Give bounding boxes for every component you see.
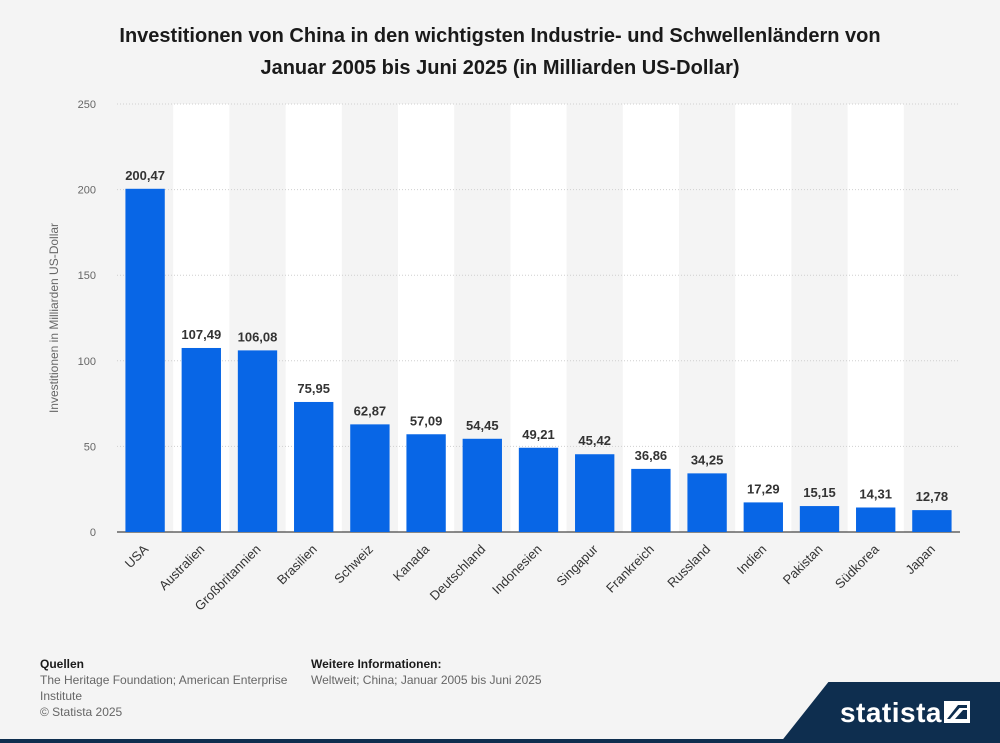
y-tick-label: 150 [78,270,96,282]
bar[interactable] [518,447,559,532]
bar[interactable] [350,424,390,532]
y-axis-label: Investitionen in Milliarden US-Dollar [47,223,61,413]
bar-value-label: 15,15 [803,485,836,500]
x-tick-label: Frankreich [603,542,657,596]
bar[interactable] [294,401,334,532]
bar-value-label: 17,29 [747,481,780,496]
bar[interactable] [462,438,502,532]
more-info-heading: Weitere Informationen: [311,657,442,671]
bar-value-label: 12,78 [916,489,949,504]
more-info-text[interactable]: Weltweit; China; Januar 2005 bis Juni 20… [311,673,542,687]
bar-value-label: 49,21 [522,427,555,442]
y-tick-label: 250 [78,99,96,111]
bar-value-label: 200,47 [125,168,165,183]
bar-value-label: 36,86 [635,448,668,463]
chart-title-line-1: Investitionen von China in den wichtigst… [119,25,881,47]
x-tick-label: USA [122,541,152,571]
sources-line-1[interactable]: The Heritage Foundation; American Enterp… [40,673,288,687]
footer-bar [0,739,1000,743]
x-tick-label: Indien [734,542,770,578]
x-tick-label: Deutschland [427,542,489,604]
bar-value-label: 106,08 [238,329,278,344]
x-tick-label: Kanada [390,541,433,584]
bar[interactable] [575,454,615,532]
bar[interactable] [237,350,278,532]
bar-value-label: 75,95 [297,381,330,396]
bar[interactable] [181,347,221,532]
x-tick-label: Australien [156,542,207,593]
x-tick-label: Indonesien [489,542,545,598]
chart-title: Investitionen von China in den wichtigst… [40,20,960,84]
bar-chart: 0 50 100 150 200 250 Investitionen in Milliard… [47,99,960,613]
x-tick-label: Schweiz [331,542,376,587]
x-tick-label: Pakistan [780,542,826,588]
bar-value-label: 45,42 [578,433,611,448]
y-tick-label: 100 [78,356,96,368]
chart-title-line-2: Januar 2005 bis Juni 2025 (in Milliarden… [260,57,740,79]
statista-logo-icon [944,701,970,723]
bar-value-label: 54,45 [466,418,499,433]
bar-value-label: 34,25 [691,452,724,467]
y-tick-label: 200 [78,185,96,197]
statista-wordmark: statista [839,697,942,728]
sources-line-2[interactable]: Institute [40,689,83,703]
sources-heading: Quellen [40,657,85,671]
x-tick-label: Russland [664,542,713,591]
x-tick-label: Singapur [553,541,601,589]
x-tick-label: Japan [902,542,938,578]
bar[interactable] [406,434,446,532]
y-tick-label: 0 [90,527,96,539]
copyright-text: © Statista 2025 [40,705,123,719]
statista-logo[interactable]: statista [780,682,1000,743]
bar-value-label: 62,87 [354,403,387,418]
x-tick-label: Brasilien [274,542,320,588]
bar[interactable] [687,473,727,532]
column-band [735,104,792,532]
bar[interactable] [856,507,896,532]
x-tick-label: Südkorea [832,541,883,592]
sources-block: Quellen The Heritage Foundation; America… [40,656,310,704]
bar-value-label: 57,09 [410,413,443,428]
bar[interactable] [743,502,783,532]
bar[interactable] [799,506,840,532]
bar[interactable] [631,468,671,532]
bar-value-label: 107,49 [181,327,221,342]
y-tick-label: 50 [84,441,96,453]
column-band [622,104,679,532]
bar[interactable] [125,188,165,533]
bar-value-label: 14,31 [859,487,892,502]
bar[interactable] [912,510,952,532]
more-info-block: Weitere Informationen: Weltweit; China; … [311,656,611,688]
column-band [847,104,904,532]
